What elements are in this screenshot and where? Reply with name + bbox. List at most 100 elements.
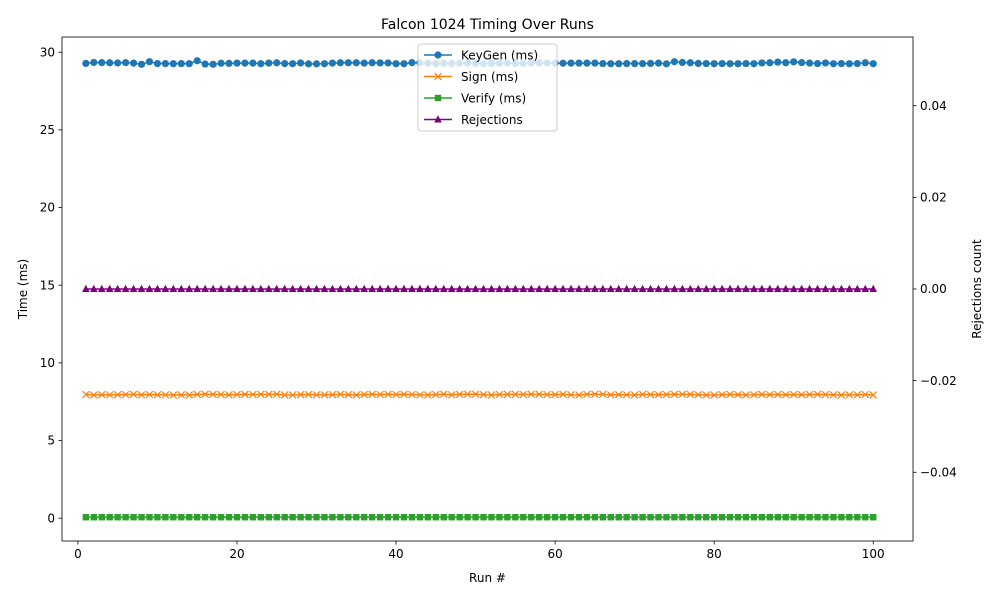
y2-tick-label: −0.04 [920,465,957,479]
data-point-rejections [599,284,607,292]
data-point-verify-ms [130,514,137,521]
data-point-rejections [463,284,472,292]
data-point-rejections [535,284,543,292]
data-point-sign-ms [113,390,122,399]
series-sign-ms [82,390,878,399]
data-point-verify-ms [408,514,416,521]
data-point-verify-ms [361,514,368,521]
data-point-rejections [90,284,98,292]
data-point-rejections [471,284,480,292]
data-point-verify-ms [710,514,718,521]
x-tick-label: 100 [862,547,885,561]
data-point-verify-ms [480,514,487,521]
data-point-rejections [869,284,878,292]
data-point-sign-ms [121,390,130,399]
data-point-verify-ms [512,514,519,521]
chart-title: Falcon 1024 Timing Over Runs [381,17,594,33]
data-point-verify-ms [257,514,265,521]
data-point-verify-ms [766,514,774,521]
legend-label: Rejections [461,113,523,127]
data-point-keygen-ms [813,59,822,68]
legend-marker [434,72,442,81]
data-point-verify-ms [535,514,543,521]
series-verify-ms [82,514,877,521]
data-point-sign-ms [861,390,870,399]
data-point-verify-ms [488,514,495,521]
data-point-sign-ms [869,391,878,399]
data-point-rejections [439,284,448,292]
x-tick-label: 40 [388,547,403,561]
data-point-verify-ms [543,514,551,521]
data-point-keygen-ms [281,59,289,68]
data-point-verify-ms [559,514,567,521]
data-point-keygen-ms [273,59,281,67]
data-point-verify-ms [392,514,400,521]
legend-marker [434,115,442,123]
data-point-verify-ms [599,514,607,521]
data-point-keygen-ms [368,59,376,67]
data-point-keygen-ms [137,60,146,68]
data-point-rejections [734,284,742,292]
data-point-keygen-ms [129,59,138,67]
data-point-sign-ms [837,391,846,399]
data-point-keygen-ms [662,60,671,68]
data-point-sign-ms [233,390,241,399]
legend-label: KeyGen (ms) [461,48,538,62]
data-point-keygen-ms [106,59,114,67]
data-point-sign-ms [185,391,194,399]
series-line-sign-ms [85,393,874,396]
data-point-sign-ms [320,391,329,399]
data-point-verify-ms [663,514,670,521]
data-point-keygen-ms [678,58,686,67]
data-point-verify-ms [233,514,241,521]
data-point-verify-ms [583,514,591,521]
data-point-sign-ms [161,391,170,399]
data-point-sign-ms [694,390,703,399]
data-point-rejections [225,284,233,292]
data-point-keygen-ms [599,59,607,68]
y2-axis-label: Rejections count [970,239,984,339]
data-point-sign-ms [201,390,209,399]
data-point-rejections [527,284,536,292]
y2-tick-label: 0.02 [920,191,947,205]
data-point-verify-ms [321,514,328,521]
data-point-sign-ms [726,390,734,399]
data-point-rejections [185,284,194,292]
data-point-keygen-ms [400,60,408,68]
data-point-rejections [288,284,297,292]
data-point-keygen-ms [646,59,655,68]
data-point-sign-ms [845,391,854,399]
data-point-verify-ms [567,514,575,521]
data-point-verify-ms [822,514,829,521]
data-point-verify-ms [209,514,217,521]
data-point-verify-ms [695,514,702,521]
data-point-sign-ms [177,391,186,399]
data-point-rejections [129,284,138,292]
data-point-keygen-ms [185,60,193,68]
data-point-rejections [670,284,679,292]
data-point-verify-ms [225,514,233,521]
data-point-rejections [583,284,591,292]
data-point-sign-ms [543,390,551,399]
data-point-rejections [336,284,345,292]
data-point-rejections [853,284,862,292]
series-rejections [82,284,878,292]
data-point-keygen-ms [837,59,846,68]
data-point-sign-ms [105,391,114,399]
data-point-verify-ms [400,514,408,521]
data-point-rejections [567,284,575,292]
data-point-keygen-ms [607,60,615,68]
data-point-rejections [511,284,520,292]
data-point-rejections [638,284,647,292]
data-point-keygen-ms [806,59,814,67]
legend-marker [434,94,442,102]
data-point-rejections [758,284,766,292]
data-point-rejections [710,284,718,292]
data-point-sign-ms [296,390,305,399]
data-point-verify-ms [631,514,638,521]
data-point-rejections [209,284,217,292]
data-point-verify-ms [790,514,797,521]
data-point-verify-ms [337,514,344,521]
data-point-rejections [575,284,583,292]
data-point-rejections [805,284,814,292]
